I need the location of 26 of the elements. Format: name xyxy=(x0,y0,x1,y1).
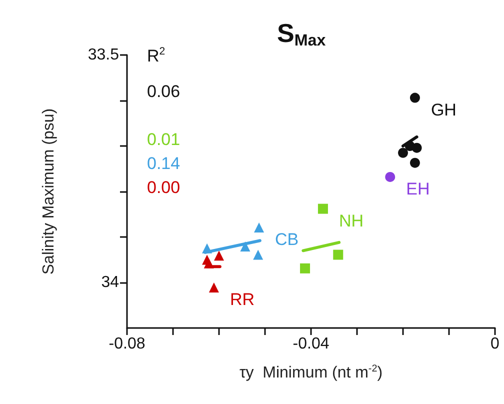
series-label: RR xyxy=(230,290,255,310)
series-label: NH xyxy=(338,211,364,230)
y-tick-label: 33.5 xyxy=(88,46,120,64)
point xyxy=(385,172,396,182)
y-tick-label: 34 xyxy=(101,274,120,291)
annotation: 0.01 xyxy=(147,130,180,149)
point xyxy=(208,282,219,293)
x-tick-label: -0.04 xyxy=(292,336,330,352)
point xyxy=(254,222,264,232)
point xyxy=(333,250,344,260)
point xyxy=(410,92,420,103)
series-label: CB xyxy=(275,230,299,249)
series-label: EH xyxy=(406,179,430,198)
annotation: 0.06 xyxy=(147,82,180,101)
x-tick-label: 0 xyxy=(490,336,500,352)
point xyxy=(398,148,408,158)
point xyxy=(214,250,224,261)
point xyxy=(318,204,328,214)
point xyxy=(410,158,420,168)
x-tick-label: -0.08 xyxy=(108,336,146,352)
point xyxy=(253,250,264,260)
annotation: 0.00 xyxy=(147,178,180,197)
point xyxy=(300,263,310,274)
annotation: 0.14 xyxy=(147,154,180,173)
y-axis-title: Salinity Maximum (psu) xyxy=(40,108,58,275)
series-label: GH xyxy=(430,100,456,120)
